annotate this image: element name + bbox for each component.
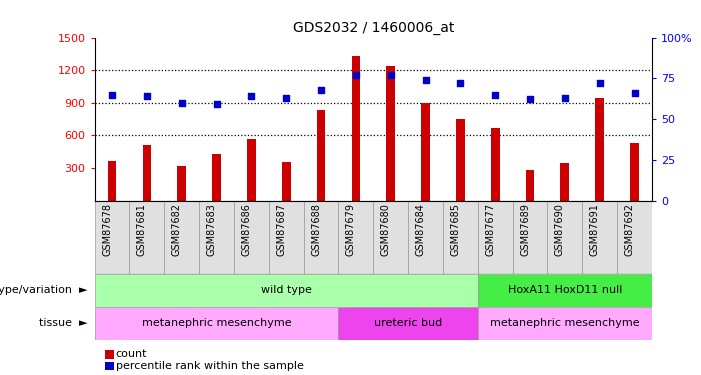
Bar [130, 201, 164, 274]
Point [524, 96, 536, 102]
Bar [247, 139, 256, 201]
Bar [339, 201, 374, 274]
Bar [317, 110, 325, 201]
Text: GSM87677: GSM87677 [485, 203, 495, 256]
Point [350, 72, 362, 78]
Title: GDS2032 / 1460006_at: GDS2032 / 1460006_at [292, 21, 454, 35]
Text: GSM87691: GSM87691 [590, 203, 599, 256]
Point [489, 92, 501, 98]
Bar [583, 201, 617, 274]
Bar [95, 201, 130, 274]
Bar [177, 166, 186, 201]
Text: HoxA11 HoxD11 null: HoxA11 HoxD11 null [508, 285, 622, 295]
Text: GSM87688: GSM87688 [311, 203, 321, 256]
Bar [595, 98, 604, 201]
Bar [212, 154, 221, 201]
Bar [617, 201, 652, 274]
Bar [421, 103, 430, 201]
Text: ureteric bud: ureteric bud [374, 318, 442, 328]
Bar [339, 307, 478, 340]
Bar [199, 201, 234, 274]
Text: metanephric mesenchyme: metanephric mesenchyme [490, 318, 640, 328]
Bar [95, 274, 478, 307]
Text: GSM87690: GSM87690 [555, 203, 565, 256]
Point [315, 87, 327, 93]
Bar [374, 201, 408, 274]
Bar [164, 201, 199, 274]
Text: GSM87679: GSM87679 [346, 203, 356, 256]
Text: tissue  ►: tissue ► [39, 318, 88, 328]
Bar [304, 201, 339, 274]
Bar [408, 201, 443, 274]
Bar [561, 163, 569, 201]
Bar [491, 128, 500, 201]
Point [176, 100, 187, 106]
Bar [456, 118, 465, 201]
Text: metanephric mesenchyme: metanephric mesenchyme [142, 318, 292, 328]
Point [594, 80, 605, 86]
Text: GSM87682: GSM87682 [172, 203, 182, 256]
Bar [95, 307, 339, 340]
Point [455, 80, 466, 86]
Bar [478, 307, 652, 340]
Bar [108, 162, 116, 201]
Point [246, 93, 257, 99]
Point [629, 90, 640, 96]
Bar [282, 162, 290, 201]
Text: genotype/variation  ►: genotype/variation ► [0, 285, 88, 295]
Bar [478, 201, 512, 274]
Point [142, 93, 153, 99]
Bar [547, 201, 583, 274]
Bar [142, 145, 151, 201]
Text: GSM87692: GSM87692 [625, 203, 634, 256]
Bar [386, 66, 395, 201]
Text: GSM87685: GSM87685 [450, 203, 461, 256]
Bar [234, 201, 268, 274]
Bar [443, 201, 478, 274]
Text: GSM87684: GSM87684 [416, 203, 426, 256]
Point [211, 101, 222, 107]
Text: GSM87680: GSM87680 [381, 203, 390, 256]
Text: GSM87681: GSM87681 [137, 203, 147, 256]
Bar [512, 201, 547, 274]
Text: wild type: wild type [261, 285, 312, 295]
Point [559, 95, 571, 101]
Point [107, 92, 118, 98]
Bar [478, 274, 652, 307]
Point [385, 72, 396, 78]
Bar [268, 201, 304, 274]
Text: GSM87687: GSM87687 [276, 203, 286, 256]
Text: GSM87689: GSM87689 [520, 203, 530, 256]
Text: count: count [116, 350, 147, 359]
Bar [351, 56, 360, 201]
Bar [630, 143, 639, 201]
Text: percentile rank within the sample: percentile rank within the sample [116, 361, 304, 370]
Point [280, 95, 292, 101]
Bar [526, 170, 534, 201]
Point [420, 77, 431, 83]
Text: GSM87683: GSM87683 [207, 203, 217, 256]
Text: GSM87678: GSM87678 [102, 203, 112, 256]
Text: GSM87686: GSM87686 [241, 203, 252, 256]
